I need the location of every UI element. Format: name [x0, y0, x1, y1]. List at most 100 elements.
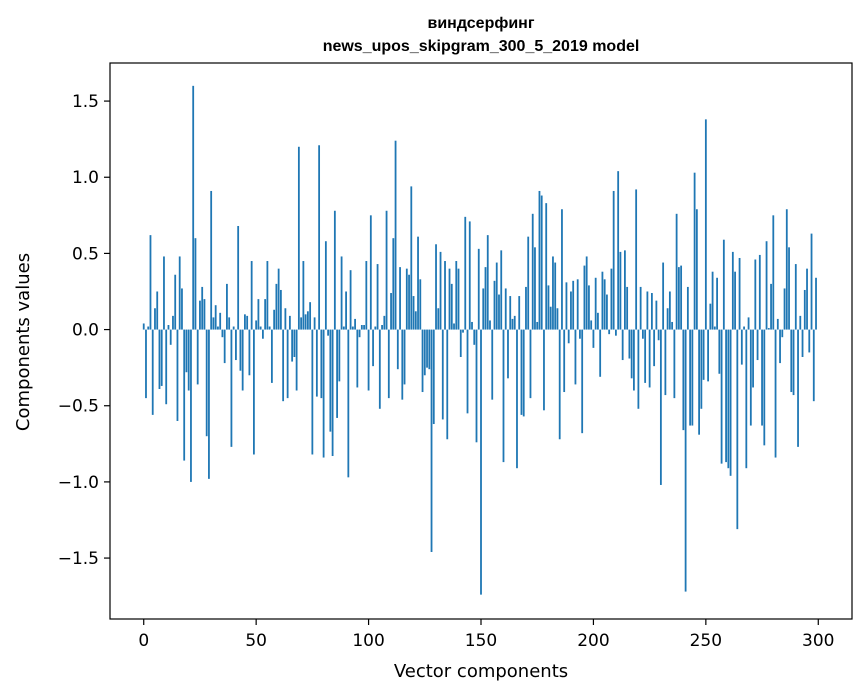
bar-7 [158, 329, 161, 389]
bar-96 [358, 329, 361, 338]
bar-210 [615, 329, 617, 336]
bar-93 [351, 326, 354, 330]
bar-126 [426, 329, 428, 368]
bar-193 [576, 279, 579, 330]
x-tick-label: 200 [577, 631, 609, 651]
bar-159 [500, 250, 503, 330]
x-axis-label: Vector components [394, 661, 568, 682]
bar-220 [637, 329, 640, 409]
bar-297 [810, 233, 813, 330]
bar-24 [196, 329, 199, 385]
bar-233 [666, 308, 669, 330]
bar-254 [713, 326, 716, 330]
bar-118 [408, 274, 410, 330]
bar-249 [702, 329, 705, 380]
bar-224 [646, 291, 649, 330]
bar-66 [291, 329, 294, 362]
bar-110 [390, 293, 392, 330]
bar-235 [671, 321, 674, 330]
bar-263 [734, 271, 736, 330]
bar-58 [273, 309, 276, 330]
bar-2 [147, 326, 150, 330]
bar-221 [639, 286, 642, 330]
bar-74 [309, 302, 312, 330]
bar-108 [385, 210, 388, 330]
bar-255 [716, 277, 718, 330]
bar-68 [295, 329, 298, 391]
bar-154 [489, 320, 491, 330]
bar-46 [246, 315, 249, 330]
bar-217 [630, 329, 633, 379]
bar-160 [502, 329, 505, 463]
bar-212 [619, 251, 622, 330]
bar-196 [583, 265, 586, 330]
bar-274 [758, 254, 761, 330]
bar-65 [288, 315, 291, 330]
bar-291 [797, 329, 799, 447]
bar-144 [466, 329, 469, 414]
bar-184 [556, 308, 559, 330]
bar-62 [282, 329, 285, 402]
bar-33 [217, 326, 219, 330]
bar-59 [275, 283, 278, 330]
bar-200 [592, 329, 595, 348]
bar-181 [549, 306, 552, 330]
bar-134 [444, 261, 446, 330]
bar-29 [208, 329, 210, 479]
bar-296 [808, 329, 811, 353]
bar-132 [439, 251, 442, 330]
bar-262 [731, 251, 734, 330]
bar-179 [545, 203, 548, 330]
bar-6 [156, 291, 159, 330]
bar-19 [185, 329, 188, 373]
bar-53 [262, 329, 264, 339]
bar-49 [253, 329, 255, 455]
bar-166 [516, 329, 518, 469]
bar-266 [740, 329, 743, 365]
bar-141 [459, 329, 462, 357]
bar-229 [657, 329, 660, 341]
bar-56 [268, 326, 271, 330]
bar-180 [547, 285, 550, 330]
bar-151 [482, 288, 485, 330]
bar-20 [187, 329, 190, 391]
bar-137 [450, 283, 453, 330]
bar-52 [259, 326, 262, 330]
bar-252 [709, 303, 712, 330]
bar-143 [464, 216, 467, 330]
bar-149 [477, 248, 480, 330]
bar-153 [486, 235, 489, 330]
bar-102 [372, 329, 374, 367]
bar-173 [531, 213, 534, 330]
bar-188 [565, 282, 568, 330]
bar-239 [680, 265, 683, 330]
bar-83 [329, 329, 332, 432]
bar-145 [468, 221, 471, 330]
bar-85 [333, 210, 336, 330]
bar-206 [606, 294, 608, 330]
bar-30 [210, 190, 213, 330]
bar-140 [457, 268, 460, 330]
bar-69 [297, 146, 300, 330]
bar-91 [347, 329, 350, 478]
plot-frame [109, 62, 853, 620]
bar-294 [803, 289, 806, 330]
bar-21 [190, 329, 192, 482]
bar-152 [484, 267, 487, 330]
bar-88 [340, 256, 343, 330]
bar-272 [754, 259, 757, 330]
bar-237 [675, 213, 678, 330]
y-tick-label: 0.0 [72, 321, 99, 341]
bar-227 [653, 329, 656, 367]
bar-299 [815, 277, 817, 330]
bar-283 [779, 329, 781, 364]
bar-75 [311, 329, 314, 455]
y-tick-label: 1.5 [72, 92, 99, 112]
bar-204 [601, 271, 604, 330]
bar-198 [588, 285, 590, 330]
bar-64 [286, 329, 289, 399]
bar-190 [570, 291, 572, 330]
bar-8 [160, 329, 163, 386]
y-tick-label: 1.0 [72, 168, 99, 188]
